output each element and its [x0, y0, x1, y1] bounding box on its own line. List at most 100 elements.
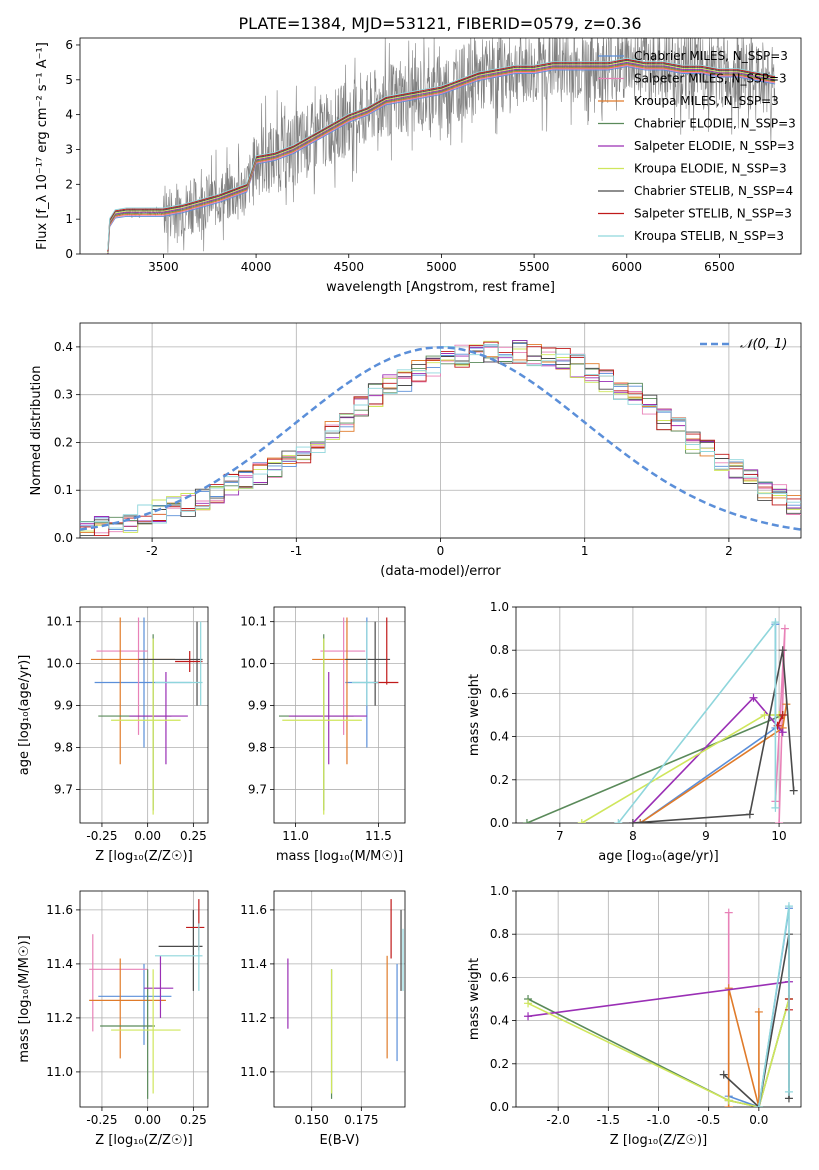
model-spectrum-line	[107, 65, 776, 254]
age_vs_mass-panel: 11.0 11.5 9.7 9.8 9.9 10.0 10.1 mass [log₁₀(M/M…	[240, 606, 406, 864]
y-tick-label: 0.0	[490, 1100, 509, 1114]
legend-entry: Chabrier STELIB, N_SSP=4	[634, 184, 793, 198]
y-tick-label: 11.4	[46, 957, 73, 971]
weight_vs_Z-panel: -2.0 -1.5 -1.0 -0.5 0.0 0.0 0.2 0.4 0.6 0.8 1.0 Z […	[467, 884, 802, 1148]
x-tick-label: 7	[556, 829, 564, 843]
y-tick-label: 10.0	[240, 657, 267, 671]
x-tick-label: 8	[629, 829, 637, 843]
x-tick-label: 10	[771, 829, 786, 843]
weight-line	[776, 714, 784, 727]
y-tick-label: 0.8	[490, 643, 509, 657]
spectrum-panel: 3500 4000 4500 5000 5500 6000 6500 0 1 2 3 4 5 6 wavel…	[35, 37, 802, 295]
plus-marker	[778, 728, 787, 737]
plus-marker	[724, 908, 733, 917]
y-tick-label: 0.6	[490, 970, 509, 984]
y-tick-label: 11.6	[240, 903, 267, 917]
histogram-step	[80, 344, 801, 529]
legend-entry: Salpeter STELIB, N_SSP=3	[634, 207, 792, 221]
plus-marker	[522, 819, 531, 823]
x-tick-label: -2	[146, 544, 158, 558]
plus-marker	[760, 711, 769, 719]
y-tick-label: 0	[65, 247, 73, 261]
x-tick-label: -1	[290, 544, 302, 558]
y-tick-label: 9.7	[248, 782, 267, 796]
weight-line	[527, 980, 790, 1018]
x-tick-label: 0.0	[749, 1113, 768, 1127]
weight-line	[527, 998, 790, 1107]
plus-marker	[628, 819, 637, 823]
plus-marker	[577, 819, 586, 823]
legend-entry: Chabrier MILES, N_SSP=3	[634, 49, 788, 63]
x-tick-label: 5000	[426, 260, 457, 274]
y-tick-label: 0.0	[54, 531, 73, 545]
y-tick-label: 0.2	[490, 1057, 509, 1071]
x-tick-label: 0	[437, 544, 445, 558]
mass_vs_Z-panel: -0.25 0.00 0.25 11.0 11.2 11.4 11.6 Z [log₁₀(Z/…	[17, 890, 209, 1148]
plus-marker	[771, 618, 780, 627]
plus-marker	[778, 711, 787, 719]
plus-marker	[614, 819, 623, 823]
model-spectrum-line	[107, 59, 776, 252]
x-tick-label: 6000	[612, 260, 643, 274]
legend-entry: Chabrier ELODIE, N_SSP=3	[634, 117, 796, 131]
plus-marker	[724, 984, 733, 993]
weight-line	[727, 988, 760, 1107]
model-spectrum-line	[107, 61, 776, 254]
weight-line	[581, 714, 780, 823]
x-tick-label: 1	[581, 544, 589, 558]
weight_vs_age-panel: 7 8 9 10 0.0 0.2 0.4 0.6 0.8 1.0 age [log₁₀(age/yr…	[467, 600, 802, 864]
y-tick-label: 0.4	[54, 340, 73, 354]
x-tick-label: -0.25	[86, 829, 117, 843]
x-tick-label: 11.0	[282, 829, 309, 843]
x-tick-label: 0.25	[180, 829, 207, 843]
x-axis-label: wavelength [Angstrom, rest frame]	[326, 280, 555, 295]
x-tick-label: -1.5	[597, 1113, 620, 1127]
y-tick-label: 0.3	[54, 388, 73, 402]
y-tick-label: 1.0	[490, 884, 509, 898]
y-tick-label: 4	[65, 108, 73, 122]
weight-line	[526, 714, 784, 823]
legend-entry: Salpeter ELODIE, N_SSP=3	[634, 139, 795, 153]
y-tick-label: 1	[65, 212, 73, 226]
plus-marker	[749, 693, 758, 702]
y-tick-label: 9.9	[248, 699, 267, 713]
model-spectrum-line	[107, 62, 776, 254]
x-tick-label: 0.00	[134, 1113, 161, 1127]
model-spectrum-line	[107, 66, 776, 254]
y-tick-label: 0.4	[490, 1014, 509, 1028]
plus-marker	[719, 1070, 728, 1079]
plus-marker	[745, 810, 754, 819]
y-tick-label: 0.2	[490, 773, 509, 787]
plus-marker	[775, 819, 784, 823]
plus-marker	[724, 1096, 733, 1105]
plus-marker	[754, 1103, 763, 1107]
y-tick-label: 9.8	[248, 741, 267, 755]
y-tick-label: 1.0	[490, 600, 509, 614]
legend-entry: Kroupa MILES, N_SSP=3	[634, 94, 779, 108]
y-axis-label: Flux [f_λ 10⁻¹⁷ erg cm⁻² s⁻¹ A⁻¹]	[35, 42, 50, 250]
x-tick-label: -0.25	[86, 1113, 117, 1127]
plus-marker	[789, 786, 798, 795]
y-axis-label: mass [log₁₀(M/M☉)]	[17, 935, 32, 1062]
residuals-panel: -2 -1 0 1 2 0.0 0.1 0.2 0.3 0.4 (data-model)/error…	[29, 322, 802, 579]
axes-frame	[79, 890, 209, 1108]
y-tick-label: 3	[65, 142, 73, 156]
axes-frame	[273, 890, 406, 1108]
y-tick-label: 11.2	[46, 1011, 73, 1025]
axes-frame	[515, 606, 802, 824]
y-tick-label: 0.0	[490, 816, 509, 830]
y-tick-label: 9.7	[54, 782, 73, 796]
y-tick-label: 5	[65, 73, 73, 87]
plus-marker	[524, 1012, 533, 1021]
y-axis-label: mass weight	[467, 958, 482, 1040]
age_vs_Z-panel: -0.25 0.00 0.25 9.7 9.8 9.9 10.0 10.1 Z [log₁₀(Z…	[17, 606, 209, 864]
y-tick-label: 9.8	[54, 741, 73, 755]
y-axis-label: mass weight	[467, 674, 482, 756]
plus-marker	[780, 624, 789, 633]
x-axis-label: age [log₁₀(age/yr)]	[598, 849, 719, 864]
plus-marker	[784, 1087, 793, 1096]
weight-line	[758, 905, 790, 1107]
y-tick-label: 10.1	[240, 615, 267, 629]
x-tick-label: 5500	[519, 260, 550, 274]
